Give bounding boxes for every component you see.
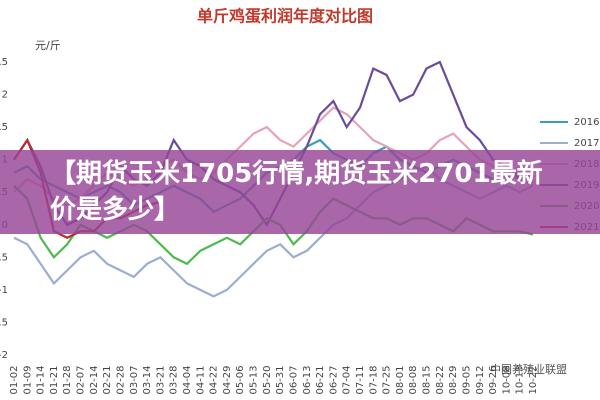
x-tick-label: 06-07 [288,365,299,394]
x-tick-label: 04-29 [222,365,233,394]
y-tick-label: -1.5 [0,317,8,328]
legend-label: 2017 [574,138,599,149]
y-tick-label: 2 [2,90,8,101]
x-tick-label: 06-21 [315,365,326,394]
y-tick-label: -1 [0,285,8,296]
chart-title: 单斤鸡蛋利润年度对比图 [197,7,373,26]
x-tick-label: 02-21 [102,365,113,394]
x-tick-label: 02-07 [76,365,87,394]
x-tick-label: 02-28 [115,365,126,394]
x-tick-label: 01-02 [9,365,20,394]
y-tick-label: 2.5 [0,57,8,68]
x-tick-label: 02-14 [89,365,100,394]
x-tick-label: 05-31 [275,365,286,394]
x-tick-label: 03-28 [169,365,180,394]
x-tick-label: 03-21 [155,365,166,394]
x-tick-label: 08-01 [395,365,406,394]
x-tick-label: 01-21 [49,365,60,394]
y-tick-label: -2 [0,350,8,361]
x-tick-label: 01-14 [36,365,47,394]
x-tick-label: 08-08 [408,365,419,394]
x-tick-label: 09-26 [488,365,499,394]
x-tick-label: 04-22 [209,365,220,394]
x-tick-label: 04-11 [195,365,206,394]
x-tick-label: 05-20 [262,365,273,394]
x-tick-label: 06-13 [302,365,313,394]
x-tick-label: 07-18 [368,365,379,394]
x-tick-label: 01-28 [62,365,73,394]
banner-text: 【期货玉米1705行情,期货玉米2701最新价是多少】 [50,159,543,225]
x-tick-label: 10-22 [528,365,539,394]
x-tick-label: 06-27 [328,365,339,394]
x-tick-label: 08-15 [422,365,433,394]
x-tick-label: 07-04 [342,365,353,394]
x-tick-label: 07-25 [382,365,393,394]
x-tick-label: 01-09 [22,365,33,394]
x-tick-label: 03-07 [129,365,140,394]
x-tick-label: 08-29 [448,365,459,394]
watermark: 中国养殖业联盟 [490,362,567,376]
x-tick-label: 05-13 [249,365,260,394]
x-tick-label: 10-15 [515,365,526,394]
x-tick-label: 05-06 [235,365,246,394]
x-tick-label: 04-04 [182,365,193,394]
legend-label: 2016 [574,117,599,128]
x-tick-label: 10-08 [501,365,512,394]
banner: 【期货玉米1705行情,期货玉米2701最新价是多少】 [0,150,600,234]
x-tick-label: 07-11 [355,365,366,394]
y-tick-label: -0.5 [0,252,8,263]
x-tick-label: 03-14 [142,365,153,394]
y-axis-label: 元/斤 [35,39,61,52]
y-tick-label: 1.5 [0,122,8,133]
x-tick-label: 08-22 [435,365,446,394]
x-tick-label: 09-12 [475,365,486,394]
x-tick-label: 09-05 [461,365,472,394]
